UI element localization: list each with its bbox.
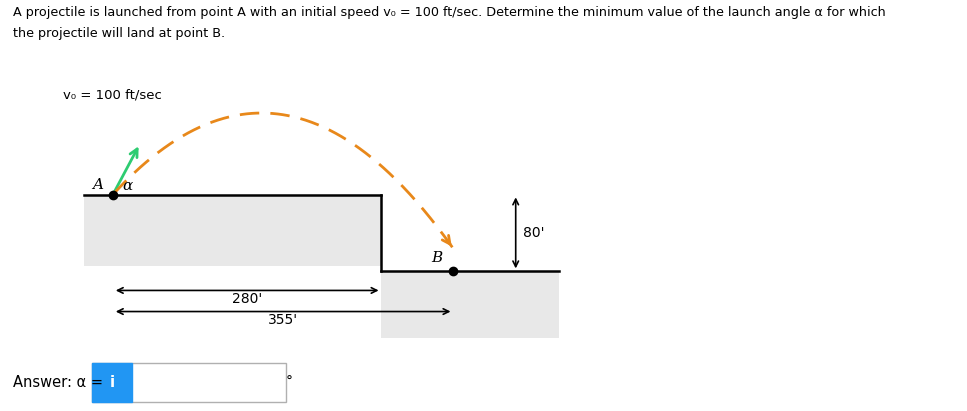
FancyBboxPatch shape [92,363,132,402]
Text: °: ° [286,375,293,389]
FancyBboxPatch shape [92,363,286,402]
Text: α: α [123,179,132,193]
Text: B: B [431,251,443,265]
Text: the projectile will land at point B.: the projectile will land at point B. [13,27,224,40]
Text: i: i [109,375,115,390]
Text: A projectile is launched from point A with an initial speed v₀ = 100 ft/sec. Det: A projectile is launched from point A wi… [13,6,886,19]
Text: 355': 355' [268,313,298,327]
Bar [381,271,559,338]
Text: 80': 80' [523,226,544,240]
Text: v₀ = 100 ft/sec: v₀ = 100 ft/sec [63,89,161,102]
Text: 280': 280' [232,292,262,306]
Bar [84,194,381,266]
Text: A: A [92,178,103,192]
Text: Answer: α =: Answer: α = [13,375,107,390]
